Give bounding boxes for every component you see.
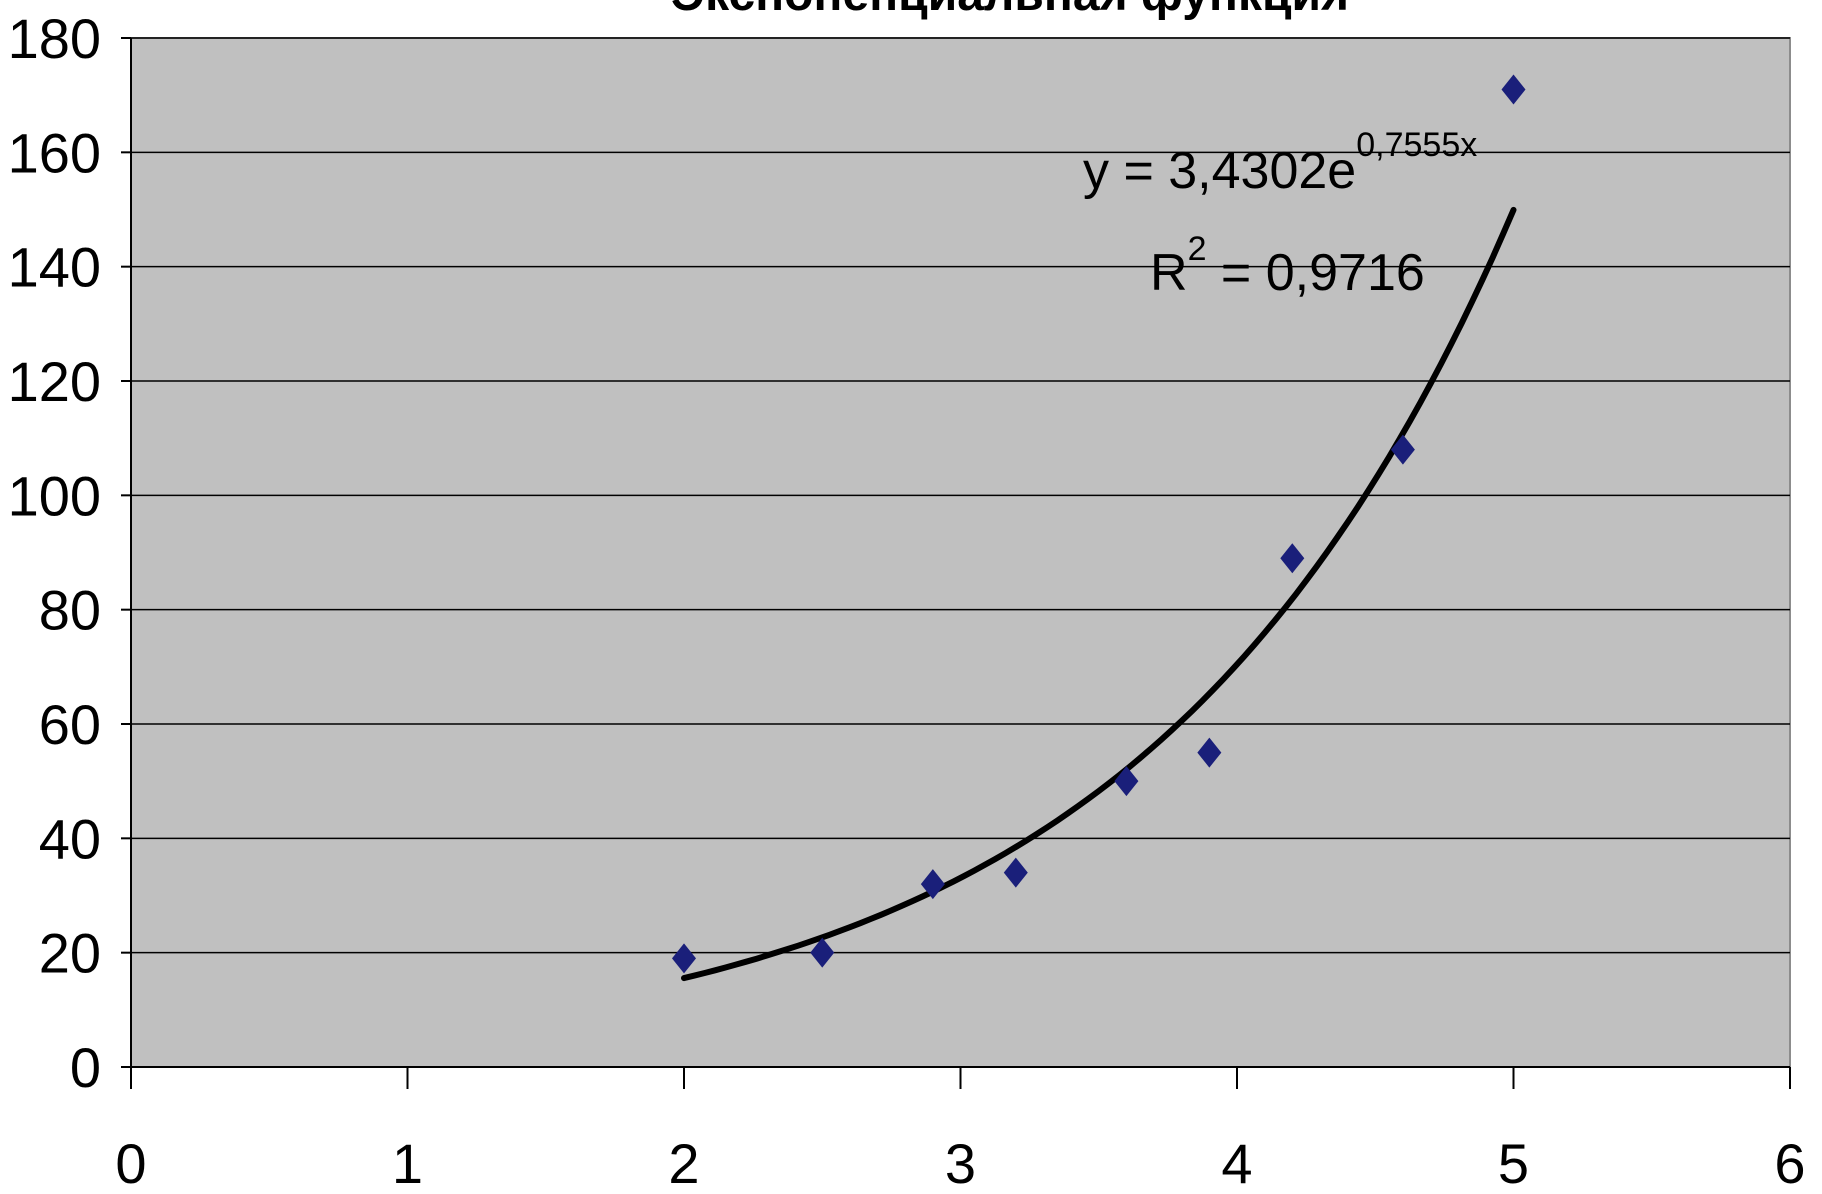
data-point	[1197, 737, 1222, 768]
y-tick-label: 140	[8, 236, 101, 299]
equation-exponent: 0,7555x	[1356, 126, 1477, 164]
equation-prefix: y = 3,4302e	[1083, 142, 1356, 200]
y-tick-label: 60	[39, 693, 101, 756]
r-squared-sup: 2	[1188, 230, 1207, 268]
data-point	[920, 869, 945, 900]
x-tick-label: 5	[1498, 1132, 1529, 1194]
data-point	[672, 943, 696, 974]
data-point	[1390, 434, 1415, 465]
y-tick-label: 180	[8, 7, 101, 70]
r-squared-prefix: R	[1150, 244, 1188, 302]
r-squared-text: R2 = 0,9716	[1150, 230, 1425, 302]
y-tick-label: 100	[8, 464, 101, 527]
trendline-equation: y = 3,4302e0,7555x R2 = 0,9716	[1083, 126, 1477, 302]
equation-text: y = 3,4302e0,7555x	[1083, 126, 1477, 200]
y-tick-label: 40	[39, 807, 101, 870]
y-tick-label: 120	[8, 350, 101, 413]
data-point	[1114, 766, 1139, 797]
trendline	[681, 206, 1517, 982]
x-tick-label: 2	[668, 1132, 699, 1194]
data-point	[1003, 857, 1028, 888]
data-points	[672, 74, 1526, 974]
r-squared-suffix: = 0,9716	[1206, 244, 1424, 302]
x-tick-label: 3	[945, 1132, 976, 1194]
y-tick-labels: 0 20 40 60 80 100 120 140 160 180	[8, 7, 101, 1099]
axes	[121, 37, 1791, 1089]
chart-title: Экспоненциальная функция	[671, 0, 1349, 21]
gridlines	[131, 37, 1790, 954]
y-tick-label: 20	[39, 922, 101, 985]
y-tick-label: 80	[39, 579, 101, 642]
x-tick-labels: 0 1 2 3 4 5 6	[115, 1132, 1805, 1194]
data-point	[1280, 543, 1305, 574]
x-tick-label: 4	[1221, 1132, 1252, 1194]
y-tick-label: 160	[8, 121, 101, 184]
x-tick-label: 0	[115, 1132, 146, 1194]
x-tick-label: 6	[1774, 1132, 1805, 1194]
plot-area	[130, 37, 1791, 1068]
y-tick-label: 0	[70, 1036, 101, 1099]
data-point	[1501, 74, 1526, 105]
x-tick-label: 1	[392, 1132, 423, 1194]
data-point	[810, 937, 835, 968]
